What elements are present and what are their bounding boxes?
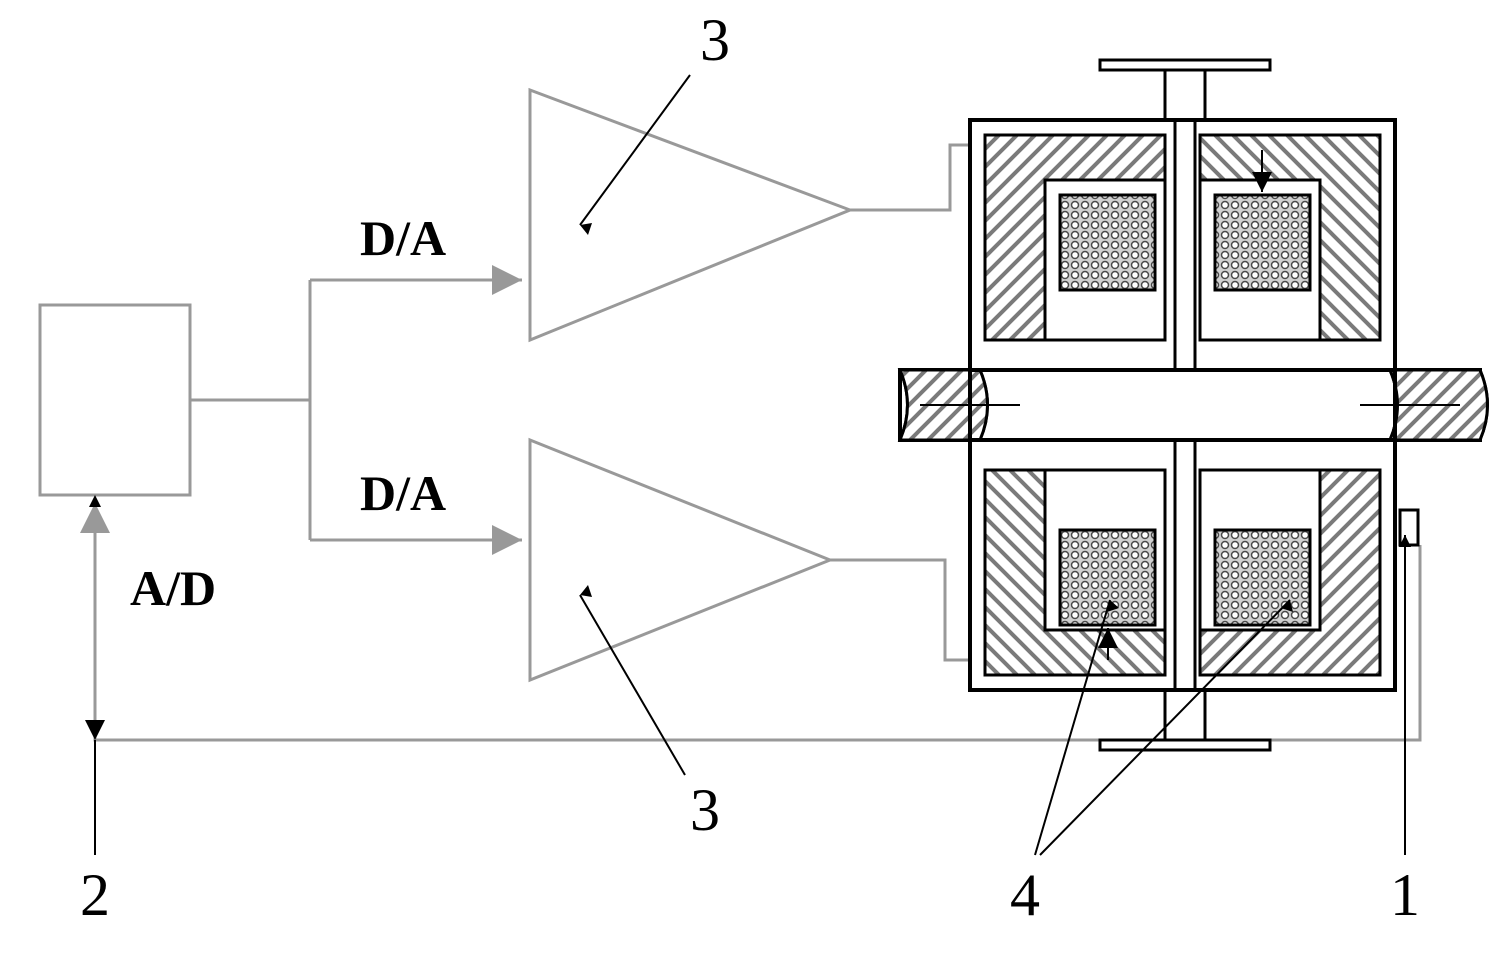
amplifier-bottom — [530, 440, 830, 680]
amplifier-top — [530, 90, 850, 340]
shaft — [900, 370, 1488, 440]
label-DA-bot: D/A — [360, 465, 446, 521]
label-3-bot: 3 — [690, 777, 720, 843]
signal-wires — [190, 280, 522, 540]
label-2: 2 — [80, 862, 110, 928]
label-3-top: 3 — [700, 7, 730, 73]
coil-BR — [1215, 530, 1310, 625]
coil-TL — [1060, 195, 1155, 290]
label-1: 1 — [1390, 862, 1420, 928]
label-AD: A/D — [130, 560, 216, 616]
label-DA-top: D/A — [360, 210, 446, 266]
block-diagram: D/A D/A A/D 3 3 2 4 1 — [0, 0, 1495, 956]
controller-box — [40, 305, 190, 495]
label-4: 4 — [1010, 862, 1040, 928]
coil-TR — [1215, 195, 1310, 290]
